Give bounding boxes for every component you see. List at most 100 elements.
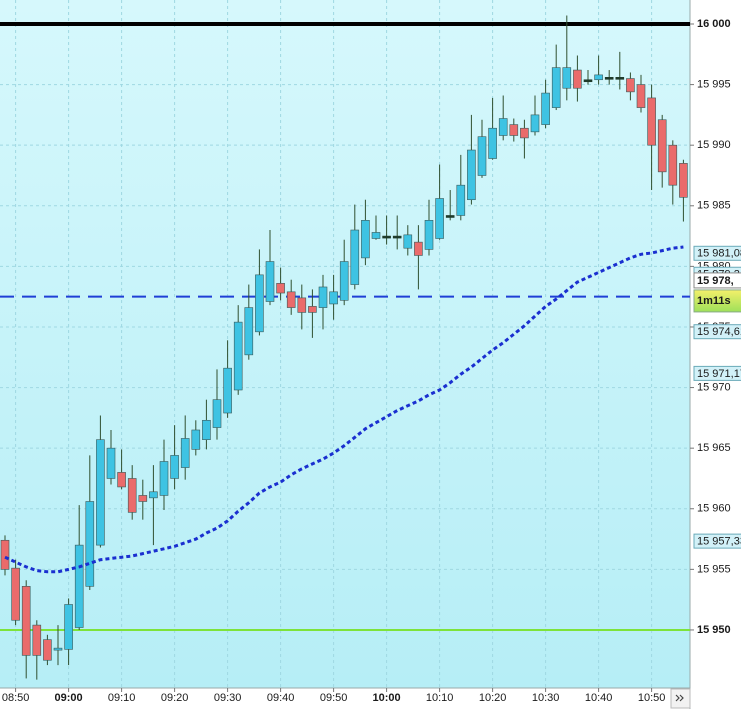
- price-label: 15 974,61: [697, 326, 741, 338]
- candle-body: [159, 461, 169, 496]
- candle-body: [32, 624, 42, 656]
- y-tick-label: 15 985: [697, 200, 731, 212]
- candle-body: [615, 77, 625, 80]
- scroll-button-icon[interactable]: [675, 694, 684, 702]
- timer-box: [693, 289, 741, 313]
- price-label: 15 981,08: [697, 248, 741, 260]
- candle-body: [594, 74, 603, 81]
- moving-average: [4, 245, 684, 574]
- candle-body: [191, 429, 201, 450]
- candle-body: [382, 235, 391, 239]
- y-tick-label: 15 965: [697, 442, 731, 454]
- x-tick-label: 10:00: [373, 692, 401, 704]
- candle-body: [96, 439, 105, 546]
- x-tick-label: 09:40: [267, 692, 295, 704]
- candle-body: [339, 261, 349, 301]
- x-tick-label: 09:10: [108, 692, 136, 704]
- candle-body: [551, 67, 561, 108]
- candle-body: [170, 455, 179, 479]
- candle-body: [0, 539, 10, 570]
- candle-body: [255, 274, 264, 333]
- candle-body: [657, 119, 667, 173]
- y-tick-label: 16 000: [697, 18, 731, 30]
- candle-body: [636, 84, 646, 108]
- candle-body: [43, 639, 52, 661]
- candle-body: [11, 567, 20, 621]
- candle-body: [562, 67, 572, 89]
- y-tick-label: 15 960: [697, 503, 731, 515]
- candle-body: [679, 163, 688, 198]
- y-axis-panel: [690, 0, 741, 709]
- current-price-box: [693, 272, 741, 289]
- x-tick-label: 09:50: [320, 692, 348, 704]
- candle-body: [467, 149, 476, 201]
- candle-body: [647, 97, 656, 146]
- candle-body: [21, 586, 31, 656]
- y-tick-label: 15 970: [697, 381, 731, 393]
- candle-body: [583, 79, 593, 83]
- candle-body: [265, 261, 275, 302]
- y-tick-label: 15 990: [697, 139, 731, 151]
- candle-body: [286, 291, 296, 308]
- candle-body: [573, 69, 582, 89]
- x-tick-label: 09:00: [55, 692, 83, 704]
- candle-body: [297, 297, 307, 313]
- candle-body: [212, 399, 222, 428]
- x-axis: 08:50 09:00 09:10 09:20 09:30 09:40 09:50 10:00…: [2, 688, 666, 704]
- x-tick-label: 10:10: [426, 692, 454, 704]
- candle-body: [64, 604, 73, 650]
- scroll-button-frame[interactable]: [670, 688, 691, 709]
- candle-body: [541, 92, 550, 125]
- y-tick-label: 15 950: [697, 624, 731, 636]
- x-tick-label: 08:50: [2, 692, 30, 704]
- candle-body: [530, 114, 540, 133]
- candle-body: [223, 367, 232, 414]
- candle-body: [509, 124, 519, 136]
- candle-body: [361, 220, 370, 259]
- x-tick-label: 10:50: [638, 692, 666, 704]
- plot-area: [0, 15, 690, 680]
- x-axis-panel: [0, 688, 690, 709]
- candle-body: [456, 184, 466, 216]
- candle-body: [371, 232, 381, 239]
- candle-body: [329, 291, 338, 305]
- x-tick-label: 10:20: [479, 692, 507, 704]
- candle-body: [308, 306, 317, 313]
- candle-body: [127, 478, 137, 513]
- grid: [0, 0, 690, 688]
- y-tick-label: 15 955: [697, 563, 731, 575]
- y-tick-label: 15 995: [697, 78, 731, 90]
- x-tick-label: 10:30: [532, 692, 560, 704]
- candle-body: [414, 241, 423, 256]
- candle-body: [520, 127, 529, 139]
- candle-body: [53, 647, 63, 651]
- candle-body: [202, 419, 211, 440]
- candle-body: [604, 77, 614, 80]
- scroll-button[interactable]: [670, 688, 691, 709]
- x-tick-label: 09:30: [214, 692, 242, 704]
- price-label-box: [693, 533, 741, 549]
- candle-body: [488, 127, 497, 159]
- timer-label: 1m11s: [697, 295, 731, 307]
- x-tick-label: 10:40: [585, 692, 613, 704]
- candle-body: [318, 286, 328, 308]
- candle-body: [233, 321, 243, 391]
- price-label: 15 957,33: [697, 536, 741, 548]
- candle-body: [626, 78, 635, 93]
- candle-body: [350, 229, 360, 285]
- candle-body: [392, 235, 402, 239]
- candle-body: [424, 220, 434, 250]
- candle-body: [138, 495, 148, 502]
- candle-body: [498, 118, 508, 136]
- candle-body: [477, 136, 487, 176]
- candle-body: [276, 283, 285, 294]
- plot-background: [0, 0, 690, 688]
- candle-body: [668, 144, 678, 186]
- candle-body: [117, 472, 126, 488]
- price-label-box: [693, 365, 741, 381]
- current-price-label: 15 978,: [697, 275, 734, 287]
- candle-body: [85, 501, 95, 587]
